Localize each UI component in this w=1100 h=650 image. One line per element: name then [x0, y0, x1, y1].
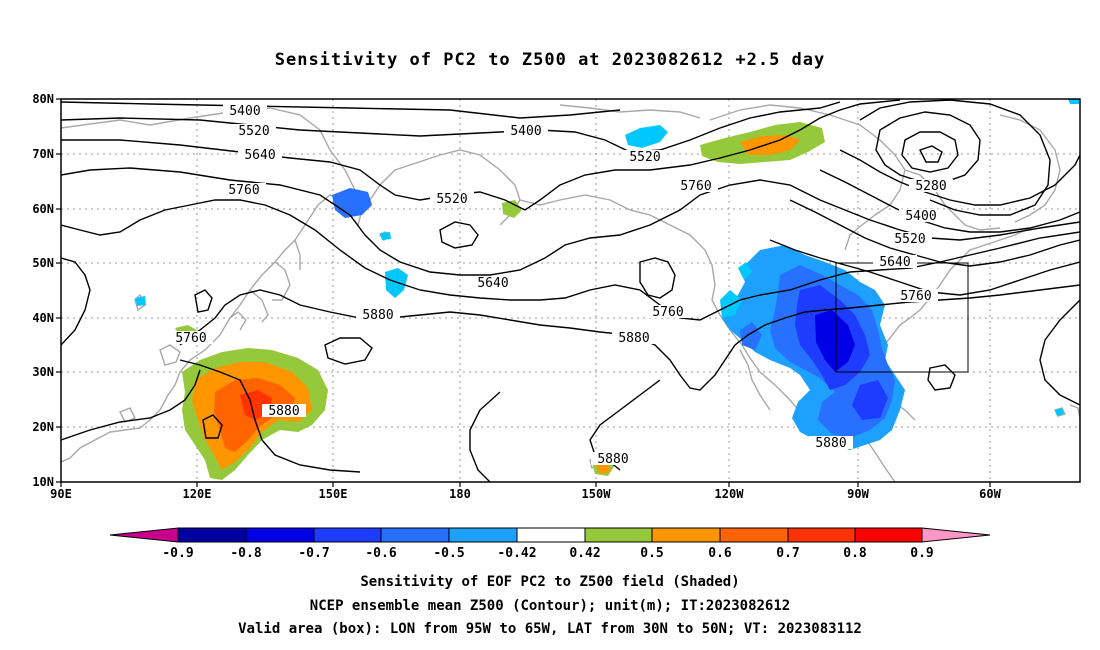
colorbar-label: -0.42 — [497, 546, 537, 561]
colorbar-label: -0.8 — [230, 546, 262, 561]
contour-label: 5760 — [652, 305, 683, 320]
colorbar-label: 0.42 — [569, 546, 601, 561]
colorbar-label: 0.7 — [776, 546, 800, 561]
lat-label: 20N — [32, 420, 54, 434]
contour-label: 5400 — [229, 104, 260, 119]
colorbar-label: -0.6 — [365, 546, 397, 561]
lon-label: 180 — [449, 487, 471, 501]
colorbar-segment — [787, 527, 856, 543]
contour-label: 5520 — [436, 192, 467, 207]
contour-label: 5640 — [244, 148, 275, 163]
contour-label: 5520 — [629, 150, 660, 165]
contour-label: 5880 — [597, 452, 628, 467]
colorbar-segment — [245, 527, 315, 543]
lat-label: 60N — [32, 202, 54, 216]
contour-label: 5760 — [175, 331, 206, 346]
colorbar-segment — [584, 527, 653, 543]
lat-label: 10N — [32, 475, 54, 489]
lon-label: 150E — [318, 487, 348, 501]
colorbar-segment — [854, 527, 923, 543]
colorbar-segment — [313, 527, 382, 543]
lat-label: 30N — [32, 365, 54, 379]
contour-label: 5880 — [268, 404, 299, 419]
colorbar-segment — [177, 527, 247, 543]
caption-line: Sensitivity of EOF PC2 to Z500 field (Sh… — [360, 574, 740, 590]
colorbar-label: 0.8 — [843, 546, 867, 561]
lon-label: 120E — [182, 487, 212, 501]
positive-sensitivity-shading — [175, 122, 825, 480]
axis-ticks — [56, 98, 991, 487]
caption-line: Valid area (box): LON from 95W to 65W, L… — [238, 621, 862, 637]
lon-label: 90E — [50, 487, 72, 501]
colorbar-segment — [109, 527, 179, 543]
contour-label: 5760 — [900, 289, 931, 304]
contour-label: 5400 — [905, 209, 936, 224]
colorbar-segment — [380, 527, 450, 543]
colorbar — [109, 527, 991, 543]
lat-label: 70N — [32, 147, 54, 161]
lat-label: 40N — [32, 311, 54, 325]
contour-label: 5880 — [362, 308, 393, 323]
lon-label: 60W — [979, 487, 1001, 501]
lat-label: 50N — [32, 256, 54, 270]
contour-label: 5760 — [228, 183, 259, 198]
colorbar-segment — [921, 527, 991, 543]
contour-label: 5640 — [879, 255, 910, 270]
colorbar-label: 0.6 — [708, 546, 732, 561]
lon-label: 120W — [714, 487, 744, 501]
colorbar-segment — [516, 527, 586, 543]
contour-label: 5880 — [815, 436, 846, 451]
colorbar-label: 0.9 — [910, 546, 934, 561]
caption-line: NCEP ensemble mean Z500 (Contour); unit(… — [309, 598, 791, 614]
colorbar-label: -0.7 — [298, 546, 330, 561]
contour-label: 5280 — [915, 179, 946, 194]
colorbar-label: -0.5 — [433, 546, 465, 561]
colorbar-segment — [719, 527, 789, 543]
contour-label: 5880 — [618, 331, 649, 346]
contour-label: 5400 — [510, 124, 541, 139]
contour-label: 5640 — [477, 276, 508, 291]
lon-label: 150W — [581, 487, 611, 501]
map-title: Sensitivity of PC2 to Z500 at 2023082612… — [274, 50, 826, 70]
contour-label: 5520 — [894, 232, 925, 247]
lon-label: 90W — [847, 487, 869, 501]
contour-label: 5520 — [238, 124, 269, 139]
colorbar-label: 0.5 — [640, 546, 664, 561]
contour-labels: 5400 5520 5640 5760 5400 5520 5760 5520 … — [169, 104, 953, 467]
colorbar-segment — [448, 527, 518, 543]
colorbar-segment — [651, 527, 721, 543]
contour-label: 5760 — [680, 179, 711, 194]
colorbar-label: -0.9 — [162, 546, 194, 561]
lat-label: 80N — [32, 92, 54, 106]
